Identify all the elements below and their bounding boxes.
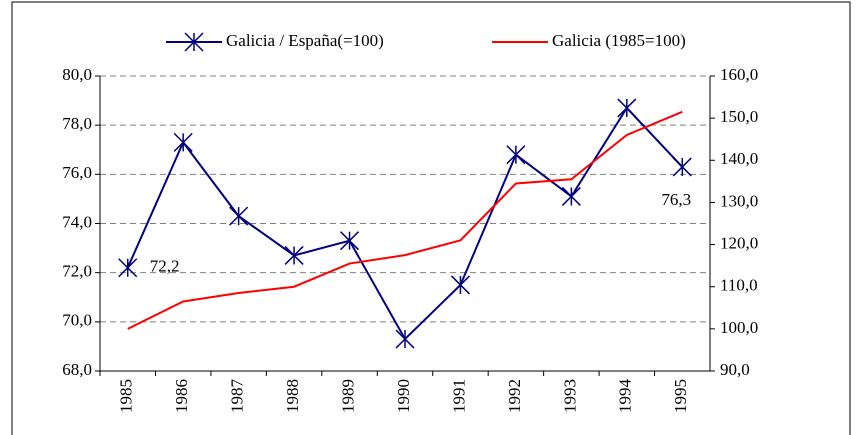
x-tick-label: 1993	[560, 379, 579, 413]
x-tick-label: 1991	[449, 379, 468, 413]
data-label: 76,3	[661, 190, 691, 209]
data-point	[672, 157, 692, 177]
x-tick-label: 1985	[117, 379, 136, 413]
y2-tick-label: 90,0	[720, 360, 750, 379]
legend-label: Galicia (1985=100)	[552, 31, 686, 50]
series-line	[127, 110, 683, 330]
chart-border	[11, 1, 851, 435]
x-tick-label: 1992	[505, 379, 524, 413]
x-tick-label: 1987	[228, 379, 247, 414]
y-tick-label: 74,0	[62, 212, 92, 231]
x-tick-label: 1989	[338, 379, 357, 413]
data-point	[340, 231, 360, 251]
legend-label: Galicia / España(=100)	[226, 31, 384, 50]
y2-tick-label: 130,0	[720, 191, 758, 210]
y-tick-label: 76,0	[62, 163, 92, 182]
data-label: 72,2	[150, 257, 180, 276]
data-point	[617, 98, 637, 118]
data-point	[395, 329, 415, 349]
y-tick-label: 80,0	[62, 65, 92, 84]
y-tick-label: 72,0	[62, 262, 92, 281]
data-point	[561, 186, 581, 206]
data-point	[506, 145, 526, 165]
x-tick-label: 1986	[172, 379, 191, 413]
legend-marker	[184, 32, 204, 52]
x-tick-label: 1988	[283, 379, 302, 413]
y2-tick-label: 100,0	[720, 318, 758, 337]
x-tick-label: 1990	[394, 379, 413, 413]
data-point	[229, 206, 249, 226]
y2-tick-label: 120,0	[720, 233, 758, 252]
y-tick-label: 70,0	[62, 311, 92, 330]
data-point	[284, 245, 304, 265]
y2-tick-label: 110,0	[720, 276, 758, 295]
x-tick-label: 1995	[671, 379, 690, 413]
x-tick-label: 1994	[616, 379, 635, 414]
data-point	[118, 258, 138, 278]
data-point	[173, 132, 193, 152]
data-point	[450, 275, 470, 295]
y2-tick-label: 150,0	[720, 107, 758, 126]
y2-tick-label: 140,0	[720, 149, 758, 168]
y-tick-label: 78,0	[62, 114, 92, 133]
y-tick-label: 68,0	[62, 360, 92, 379]
y2-tick-label: 160,0	[720, 65, 758, 84]
